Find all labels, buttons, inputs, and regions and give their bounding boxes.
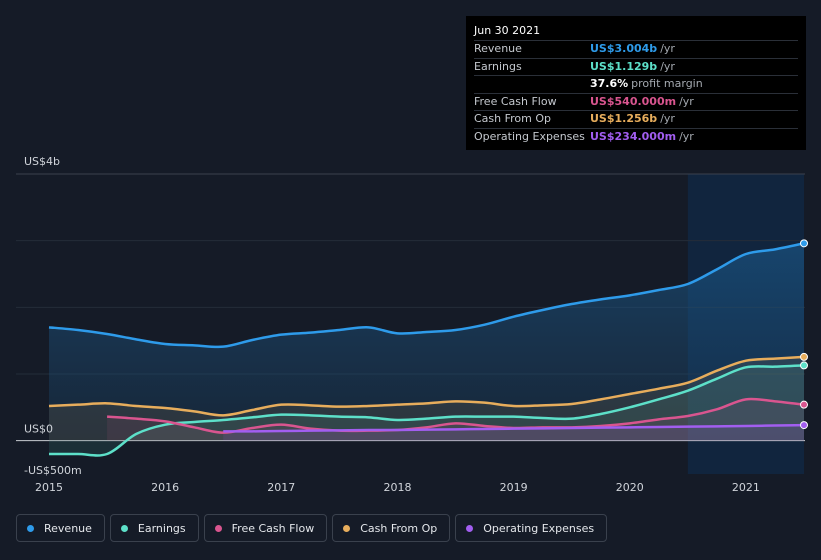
tooltip-row: Revenue US$3.004b/yr: [474, 40, 798, 58]
legend-dot-icon: [27, 524, 34, 532]
revenue-endpoint: [800, 239, 808, 248]
earnings-endpoint: [800, 361, 808, 370]
legend-item-cash-from-op[interactable]: Cash From Op: [332, 514, 451, 542]
tooltip-row-unit: /yr: [679, 129, 694, 143]
legend-label: Operating Expenses: [483, 521, 595, 535]
legend-label: Free Cash Flow: [231, 521, 315, 535]
y-tick-label: US$0: [24, 423, 53, 436]
tooltip-row-label: Cash From Op: [474, 112, 552, 125]
tooltip-row-label: [474, 76, 590, 93]
tooltip-row-value: US$1.129b: [590, 59, 658, 73]
tooltip-date: Jun 30 2021: [474, 24, 541, 37]
tooltip-row-label: Earnings: [474, 59, 522, 73]
revenue-line: [48, 242, 805, 349]
x-tick-label: 2017: [267, 481, 295, 494]
legend-dot-icon: [214, 524, 222, 532]
tooltip-row-unit: /yr: [679, 94, 694, 108]
tooltip-row-value: US$234.000m: [590, 129, 677, 143]
tooltip-row-label: Revenue: [474, 42, 522, 55]
x-tick-label: 2021: [732, 481, 760, 494]
legend-label: Cash From Op: [360, 521, 438, 535]
y-tick-label: -US$500m: [24, 464, 82, 477]
legend-item-earnings[interactable]: Earnings: [109, 514, 199, 542]
tooltip-row-unit: /yr: [660, 42, 675, 55]
cash-from-op-line: [48, 355, 805, 417]
series-lines: [48, 242, 805, 457]
tooltip-row: Operating Expenses US$234.000m/yr: [474, 127, 798, 146]
operating-expenses-area: [223, 425, 804, 441]
tooltip-row: Earnings US$1.129b/yr: [474, 57, 798, 76]
y-axis-labels: US$4b US$0 -US$500m: [24, 155, 82, 477]
legend-label: Earnings: [137, 521, 186, 535]
legend-dot-icon: [466, 524, 474, 532]
operating-expenses-line: [223, 423, 805, 433]
y-tick-label: US$4b: [24, 155, 60, 168]
legend-label: Revenue: [44, 521, 92, 535]
x-axis-labels: 2015 2016 2017 2018 2019 2020 2021: [35, 481, 760, 494]
tooltip-row-value: US$1.256b: [590, 112, 658, 125]
tooltip-row: 37.6% profit margin: [474, 75, 798, 93]
x-tick-label: 2015: [35, 481, 63, 494]
tooltip-row-unit: profit margin: [631, 77, 703, 90]
free-cash-flow-endpoint: [800, 400, 808, 409]
x-tick-label: 2019: [500, 481, 528, 494]
legend-item-free-cash-flow[interactable]: Free Cash Flow: [203, 514, 328, 542]
tooltip-row-value: 37.6%: [590, 77, 629, 90]
tooltip-row-unit: /yr: [660, 112, 675, 125]
tooltip-row-unit: /yr: [660, 59, 675, 73]
earnings-area: [49, 365, 804, 456]
revenue-area: [49, 243, 804, 441]
legend-dot-icon: [343, 524, 351, 532]
operating-expenses-endpoint: [800, 421, 808, 430]
x-tick-label: 2016: [151, 481, 179, 494]
tooltip-row-value: US$3.004b: [590, 42, 658, 55]
x-tick-label: 2018: [383, 481, 411, 494]
tooltip-row-value: US$540.000m: [590, 94, 677, 108]
x-tick-label: 2020: [616, 481, 644, 494]
legend-item-operating-expenses[interactable]: Operating Expenses: [455, 514, 608, 542]
tooltip-row-label: Operating Expenses: [474, 129, 585, 143]
tooltip: Jun 30 2021 Revenue US$3.004b/yr Earnings U…: [466, 16, 806, 150]
free-cash-flow-line: [106, 397, 805, 434]
tooltip-row: Free Cash Flow US$540.000m/yr: [474, 92, 798, 111]
legend-item-revenue[interactable]: Revenue: [16, 514, 105, 542]
cash-from-op-endpoint: [800, 352, 808, 361]
tooltip-row-label: Free Cash Flow: [474, 94, 557, 108]
legend: Revenue Earnings Free Cash Flow Cash From O…: [16, 514, 608, 542]
series-endpoints: [800, 239, 808, 430]
tooltip-row: Cash From Op US$1.256b/yr: [474, 110, 798, 128]
legend-dot-icon: [120, 524, 128, 532]
